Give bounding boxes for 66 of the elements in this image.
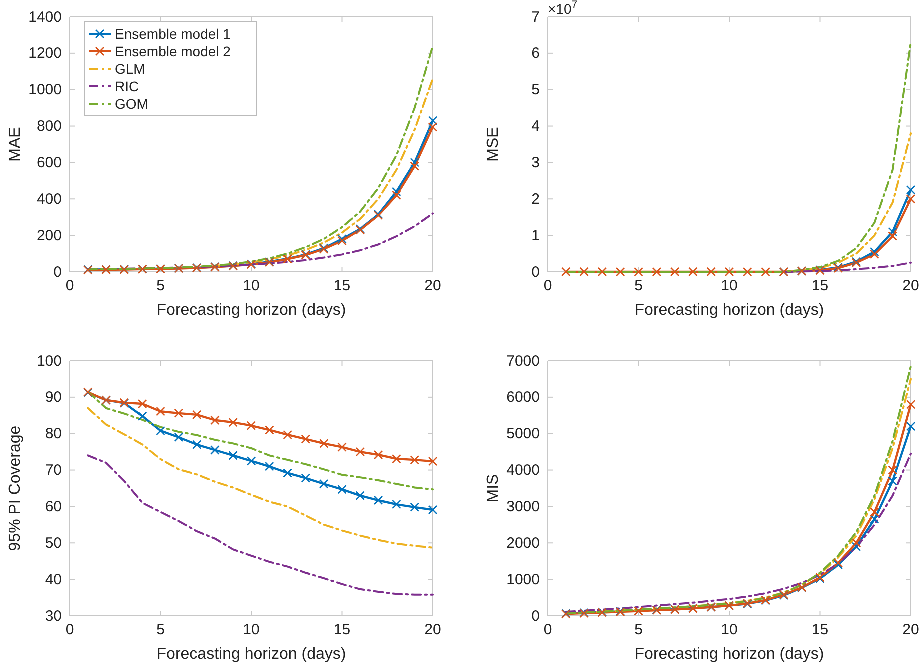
y-tick-label: 7000 xyxy=(506,352,540,370)
x-axis-title: Forecasting horizon (days) xyxy=(634,646,824,663)
y-tick-label: 1200 xyxy=(28,45,62,62)
y-tick-label: 5000 xyxy=(506,426,540,443)
x-tick-label: 10 xyxy=(243,278,260,295)
x-tick-label: 0 xyxy=(66,278,74,295)
y-tick-label: 600 xyxy=(36,154,62,172)
x-tick-label: 20 xyxy=(902,622,920,639)
y-tick-label: 50 xyxy=(45,534,62,552)
x-tick-label: 20 xyxy=(902,278,920,295)
y-tick-label: 5 xyxy=(532,82,540,99)
legend-label: Ensemble model 2 xyxy=(115,44,232,60)
y-tick-label: 2 xyxy=(532,190,540,208)
y-tick-label: 70 xyxy=(45,462,62,480)
x-axis-title: Forecasting horizon (days) xyxy=(634,302,824,319)
y-tick-label: 100 xyxy=(36,352,62,370)
x-axis-title: Forecasting horizon (days) xyxy=(156,302,346,319)
y-axis-title: MSE xyxy=(485,127,502,162)
y-tick-label: 6 xyxy=(532,45,540,62)
x-tick-label: 0 xyxy=(544,278,552,295)
y-tick-label: 90 xyxy=(45,389,62,406)
x-tick-label: 5 xyxy=(156,278,165,295)
x-tick-label: 10 xyxy=(721,622,738,639)
y-tick-label: 30 xyxy=(45,608,62,625)
x-tick-label: 15 xyxy=(812,278,829,295)
x-tick-label: 15 xyxy=(334,278,351,295)
y-tick-label: 4 xyxy=(532,118,540,136)
x-tick-label: 5 xyxy=(156,622,165,639)
legend-label: Ensemble model 1 xyxy=(115,26,232,42)
annotation: ×10$^{7}$ xyxy=(548,0,578,17)
x-tick-label: 10 xyxy=(243,622,260,639)
x-tick-label: 5 xyxy=(634,622,643,639)
y-tick-label: 4000 xyxy=(506,462,540,480)
y-tick-label: 200 xyxy=(36,227,62,244)
y-tick-label: 1000 xyxy=(28,82,62,99)
y-tick-label: 0 xyxy=(532,608,540,625)
y-tick-label: 3000 xyxy=(506,498,540,516)
x-tick-label: 0 xyxy=(544,622,552,639)
x-tick-label: 0 xyxy=(66,622,74,639)
y-tick-label: 0 xyxy=(532,264,540,281)
x-tick-label: 5 xyxy=(634,278,643,295)
y-tick-label: 3 xyxy=(532,154,540,172)
x-tick-label: 20 xyxy=(424,278,442,295)
y-tick-label: 1400 xyxy=(28,8,62,26)
y-axis-title: 95% PI Coverage xyxy=(7,426,24,552)
x-tick-label: 15 xyxy=(812,622,829,639)
y-tick-label: 60 xyxy=(45,498,62,516)
legend-label: RIC xyxy=(115,78,140,94)
y-tick-label: 400 xyxy=(36,190,62,208)
y-tick-label: 40 xyxy=(45,571,62,588)
x-tick-label: 10 xyxy=(721,278,738,295)
y-tick-label: 7 xyxy=(532,8,540,26)
y-tick-label: 1000 xyxy=(506,571,540,588)
y-tick-label: 6000 xyxy=(506,389,540,406)
y-tick-label: 800 xyxy=(36,118,62,136)
x-tick-label: 20 xyxy=(424,622,442,639)
y-axis-title: MIS xyxy=(485,474,502,503)
y-tick-label: 1 xyxy=(532,227,540,244)
x-tick-label: 15 xyxy=(334,622,351,639)
x-axis-title: Forecasting horizon (days) xyxy=(156,646,346,663)
y-axis-title: MAE xyxy=(7,127,24,162)
legend-label: GOM xyxy=(115,96,148,112)
y-tick-label: 2000 xyxy=(506,534,540,552)
y-tick-label: 0 xyxy=(54,264,62,281)
y-tick-label: 80 xyxy=(45,426,62,443)
legend-label: GLM xyxy=(115,61,146,77)
